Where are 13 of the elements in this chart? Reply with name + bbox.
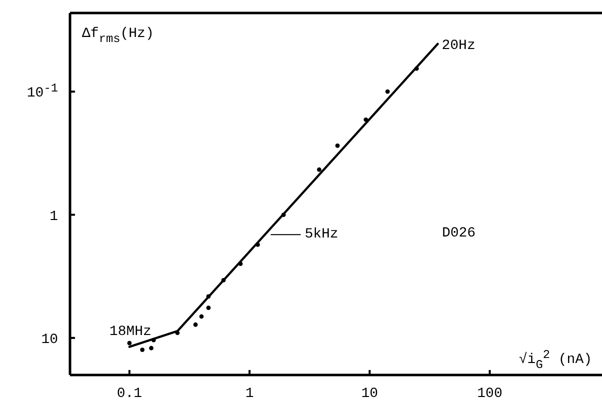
annotation: D026 [442,225,476,242]
annotation: 20Hz [442,38,476,54]
y-axis-title: Δf$_{rms}$(Hz) [82,26,154,46]
annotation: 18MHz [109,324,152,340]
y-tick-label: 1 [50,208,58,225]
x-tick-label: 100 [477,386,502,402]
x-axis-title: √i$_{G}$$^{2}$ (nA) [518,348,592,372]
x-tick-label: 10 [361,386,378,402]
annotation: 5kHz [304,226,338,243]
x-tick-label: 0.1 [116,386,142,402]
y-tick-label: 10 [41,332,58,348]
y-tick-label: 10$^{-1}$ [26,81,58,102]
x-tick-label: 1 [245,386,254,402]
